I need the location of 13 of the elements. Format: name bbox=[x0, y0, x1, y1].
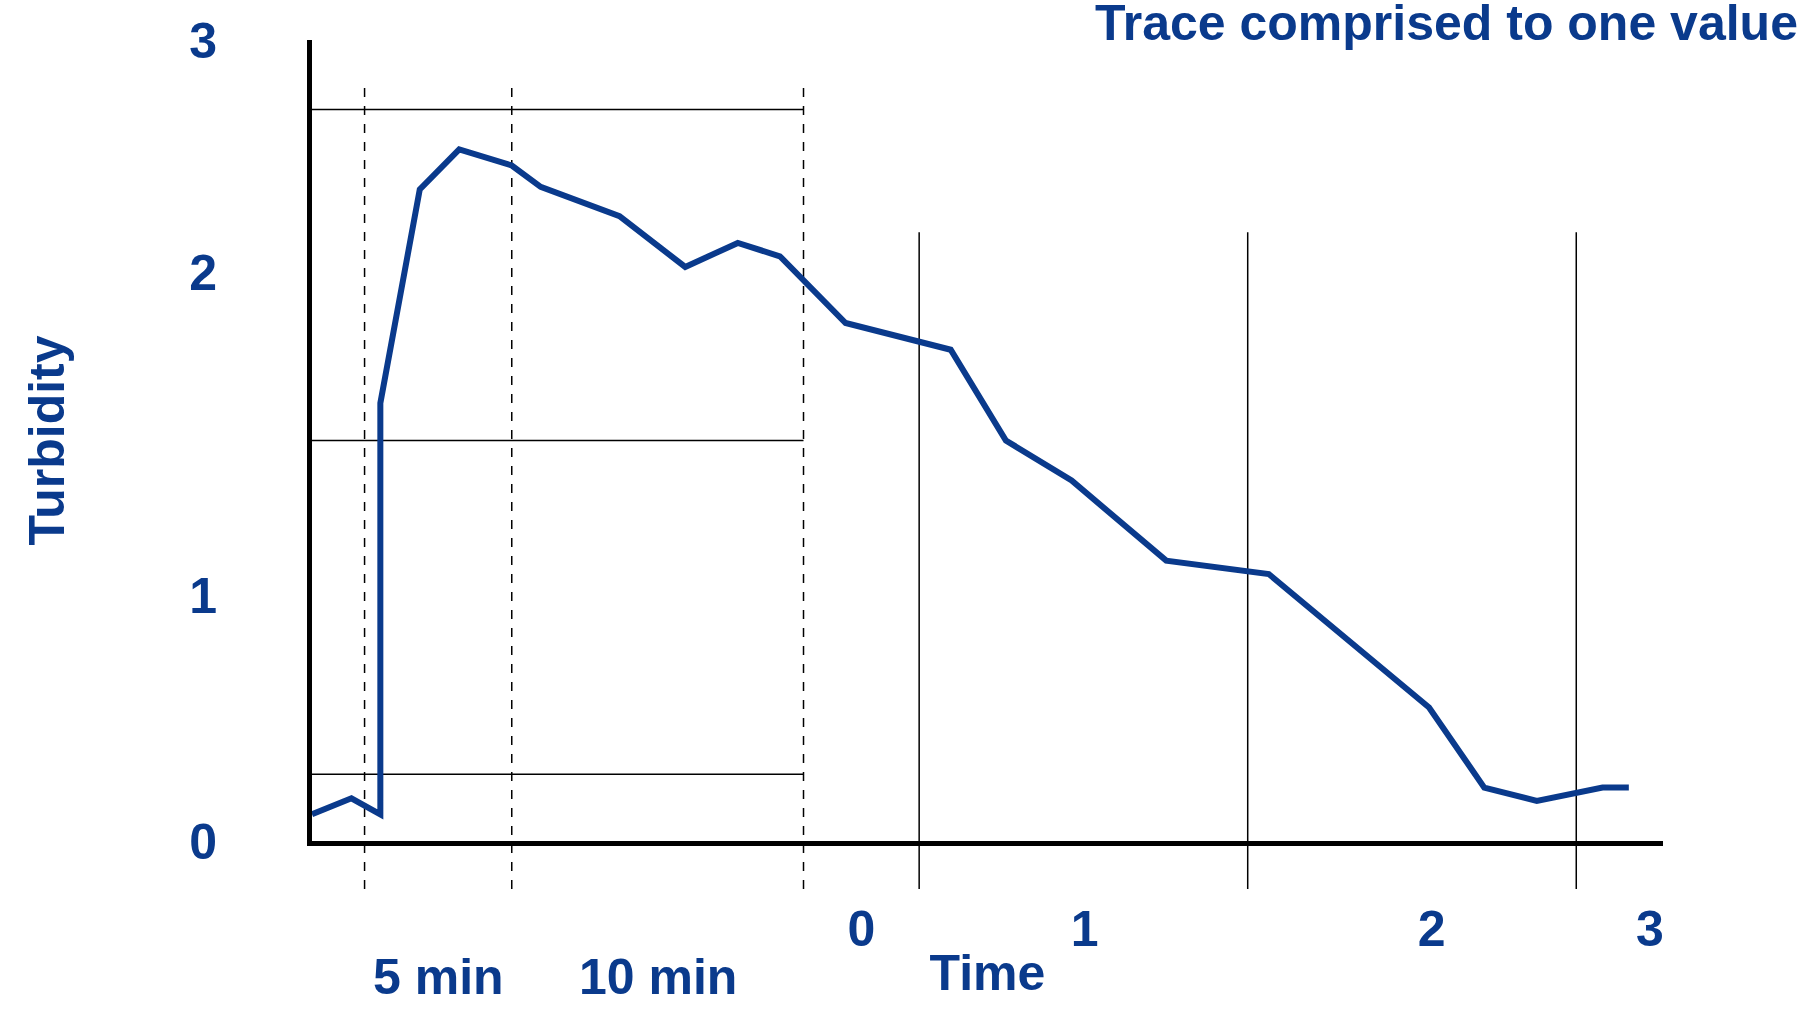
x-axis-title: Time bbox=[929, 944, 1046, 1001]
y-tick-label: 3 bbox=[189, 12, 217, 69]
text: 5 min bbox=[373, 949, 504, 1005]
y-tick-label: 2 bbox=[189, 244, 217, 301]
text: 10 min bbox=[579, 949, 738, 1005]
y-tick-label: 1 bbox=[189, 567, 217, 624]
y-tick-label: 0 bbox=[189, 813, 217, 870]
y-axis-title: Turbidity bbox=[19, 335, 76, 546]
x-tick-label: 2 bbox=[1417, 901, 1446, 957]
chart-title: Trace comprised to one value bbox=[1094, 0, 1798, 52]
x-tick-label: 0 bbox=[847, 901, 876, 957]
x-tick-label: 3 bbox=[1635, 901, 1664, 957]
x-tick-label: 1 bbox=[1070, 901, 1099, 957]
